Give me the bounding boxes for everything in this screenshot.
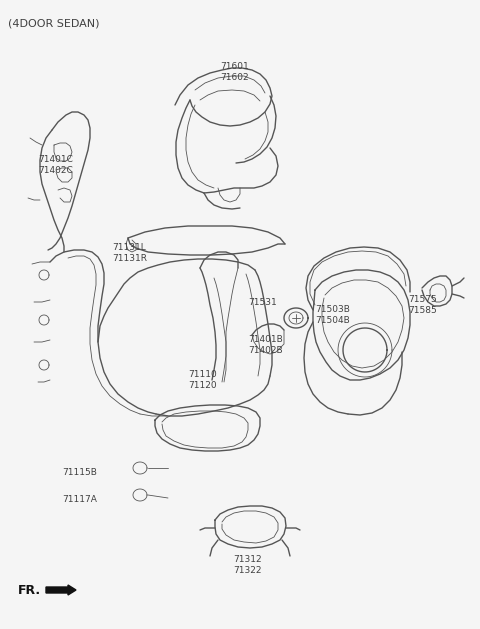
Text: 71601
71602: 71601 71602 (220, 62, 249, 82)
FancyArrow shape (46, 585, 76, 595)
Text: 71110
71120: 71110 71120 (188, 370, 217, 390)
Text: 71531: 71531 (248, 298, 277, 307)
Text: 71115B: 71115B (62, 468, 97, 477)
Text: 71401C
71402C: 71401C 71402C (38, 155, 73, 175)
Text: 71401B
71402B: 71401B 71402B (248, 335, 283, 355)
Text: 71503B
71504B: 71503B 71504B (315, 305, 350, 325)
Text: FR.: FR. (18, 584, 41, 596)
Text: (4DOOR SEDAN): (4DOOR SEDAN) (8, 18, 99, 28)
Text: 71131L
71131R: 71131L 71131R (112, 243, 147, 263)
Text: 71575
71585: 71575 71585 (408, 295, 437, 315)
Text: 71117A: 71117A (62, 495, 97, 504)
Text: 71312
71322: 71312 71322 (233, 555, 262, 575)
